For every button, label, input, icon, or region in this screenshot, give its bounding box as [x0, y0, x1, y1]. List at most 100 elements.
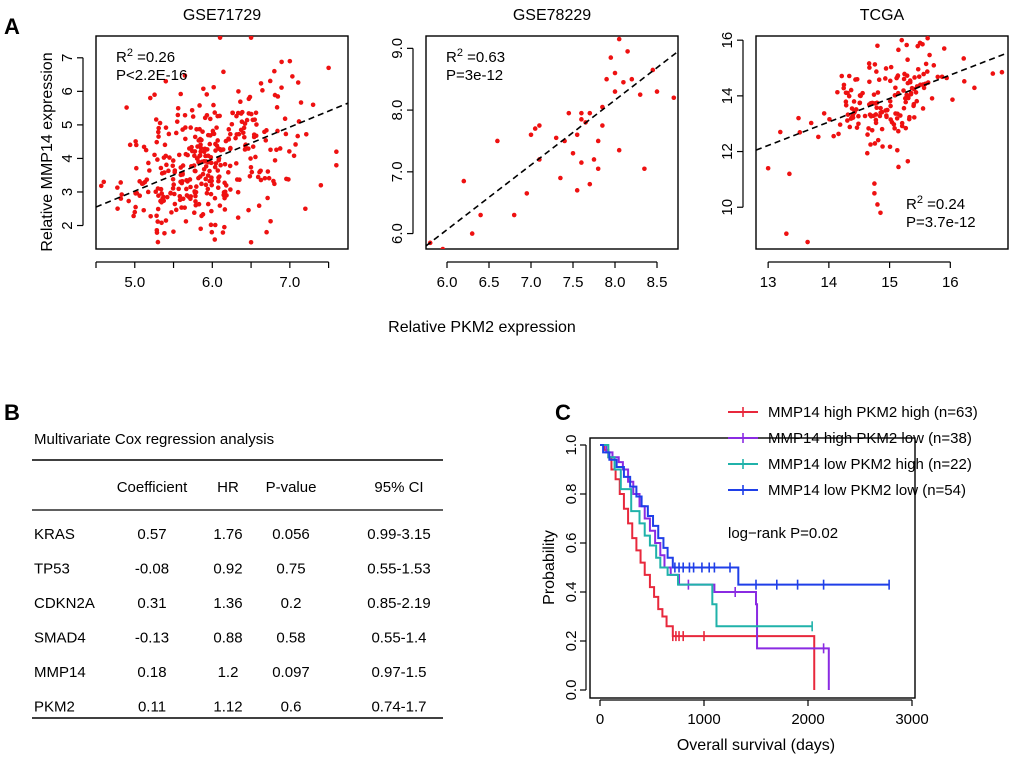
- data-point: [183, 136, 188, 142]
- data-point: [875, 90, 881, 95]
- data-point: [843, 102, 849, 108]
- data-point: [831, 133, 836, 139]
- y-tick-label: 0.0: [563, 680, 580, 701]
- data-point: [870, 100, 875, 106]
- data-point: [604, 76, 609, 82]
- data-point: [816, 134, 821, 140]
- data-point: [159, 191, 165, 196]
- data-point: [334, 149, 339, 155]
- data-point: [862, 113, 868, 119]
- data-point: [268, 147, 273, 153]
- data-point: [857, 100, 863, 106]
- data-point: [923, 61, 929, 67]
- data-point: [784, 231, 789, 236]
- data-point: [192, 168, 198, 174]
- data-point: [904, 42, 909, 48]
- x-tick-label: 8.0: [605, 274, 626, 291]
- data-point: [133, 142, 139, 148]
- y-tick-label: 14: [719, 88, 736, 105]
- data-point: [877, 113, 883, 119]
- data-point: [272, 158, 278, 163]
- data-point: [227, 163, 233, 169]
- table-cell: 1.76: [213, 526, 242, 543]
- data-point: [849, 106, 855, 111]
- table-row-label: CDKN2A: [34, 595, 95, 612]
- data-point: [905, 57, 910, 63]
- data-point: [216, 178, 221, 184]
- data-point: [250, 117, 256, 123]
- log-rank-label: log−rank P=0.02: [728, 525, 838, 542]
- data-point: [115, 185, 120, 190]
- data-point: [671, 95, 677, 101]
- x-tick-label: 2000: [791, 711, 824, 728]
- data-point: [237, 177, 242, 182]
- survival-curve: [600, 444, 830, 690]
- data-point: [227, 131, 233, 137]
- data-point: [478, 212, 483, 218]
- data-point: [903, 99, 909, 105]
- data-point: [879, 126, 885, 132]
- data-point: [871, 113, 876, 119]
- data-point: [246, 146, 251, 151]
- data-point: [872, 141, 878, 146]
- data-point: [925, 36, 930, 41]
- data-point: [255, 174, 261, 180]
- data-point: [903, 125, 909, 131]
- data-point: [836, 131, 841, 137]
- data-point: [850, 115, 856, 120]
- data-point: [279, 59, 284, 65]
- data-point: [286, 177, 291, 182]
- data-point: [915, 66, 921, 72]
- plot-frame: [425, 35, 679, 250]
- data-point: [843, 99, 849, 105]
- data-point: [184, 193, 190, 198]
- data-point: [911, 115, 917, 120]
- data-point: [257, 169, 262, 175]
- data-point: [171, 229, 176, 234]
- table-cell: 0.55-1.53: [367, 561, 430, 578]
- data-point: [888, 117, 893, 122]
- data-point: [170, 176, 176, 182]
- data-point: [528, 132, 534, 138]
- data-point: [805, 239, 810, 245]
- data-point: [440, 246, 446, 249]
- data-point: [334, 162, 339, 168]
- data-point: [287, 58, 293, 64]
- data-point: [461, 178, 467, 184]
- data-point: [241, 125, 247, 131]
- data-point: [847, 124, 853, 130]
- data-point: [310, 102, 316, 108]
- data-point: [248, 156, 253, 161]
- data-point: [213, 161, 219, 166]
- data-point: [892, 126, 897, 131]
- data-point: [238, 99, 243, 105]
- scatter-plot-gse71729: GSE71729 5.0 6.0 7.0 2 3 4 5 6 7 R2 =0.26P<2.2E-16: [59, 7, 349, 291]
- x-tick-label: 7.5: [563, 274, 584, 291]
- x-tick-label: 8.5: [647, 274, 668, 291]
- data-point: [929, 96, 935, 101]
- data-point: [254, 122, 259, 127]
- data-point: [961, 56, 967, 61]
- legend-label: MMP14 high PKM2 low (n=38): [768, 430, 972, 447]
- data-point: [173, 207, 179, 213]
- data-point: [205, 173, 211, 178]
- data-point: [170, 163, 176, 169]
- data-point: [260, 88, 265, 93]
- survival-curve: [600, 444, 816, 690]
- data-point: [179, 178, 185, 184]
- data-point: [827, 116, 832, 122]
- data-point: [902, 96, 908, 101]
- regression-line: [96, 102, 348, 208]
- data-point: [845, 118, 850, 123]
- data-point: [197, 126, 202, 132]
- data-point: [203, 182, 209, 188]
- data-point: [236, 131, 242, 137]
- y-tick-label: 1.0: [563, 435, 580, 456]
- survival-chart: 0 1000 2000 3000 Overall survival (days) 0.0 0…: [541, 404, 978, 754]
- data-point: [875, 43, 880, 49]
- data-point: [246, 207, 251, 213]
- panel-label-c: C: [555, 400, 571, 425]
- data-point: [208, 116, 213, 122]
- data-point: [175, 105, 181, 111]
- data-point: [961, 79, 967, 84]
